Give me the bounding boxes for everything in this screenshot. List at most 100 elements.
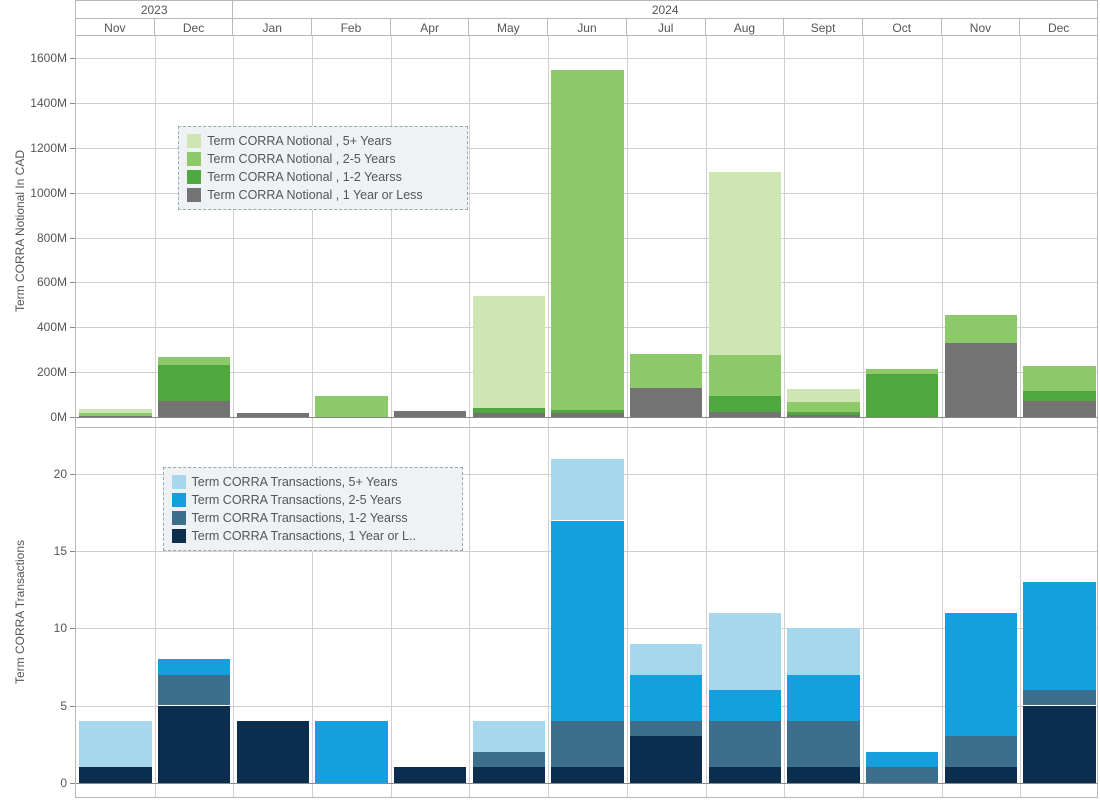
bar-segment (630, 354, 702, 388)
bar-segment (394, 767, 466, 782)
bar-segment (787, 389, 859, 402)
bar-segment (551, 459, 623, 521)
legend-item: Term CORRA Transactions, 1 Year or L.. (172, 527, 454, 545)
legend-label: Term CORRA Transactions, 5+ Years (192, 475, 398, 489)
bar-segment (473, 296, 545, 408)
bar-segment (709, 767, 781, 782)
bar-segment (79, 767, 151, 782)
bar-segment (866, 767, 938, 782)
bar-segment (866, 752, 938, 767)
month-header: May (468, 18, 547, 36)
chart-legend: Term CORRA Transactions, 5+ Years Term CO… (163, 467, 463, 551)
bar-segment (315, 721, 387, 783)
bar-segment (394, 411, 466, 417)
legend-item: Term CORRA Notional , 5+ Years (187, 132, 459, 150)
legend-swatch (187, 170, 201, 184)
bar-segment (158, 401, 230, 417)
bar-segment (158, 365, 230, 401)
bar-segment (709, 613, 781, 690)
bar-segment (787, 767, 859, 782)
month-header: Dec (1019, 18, 1098, 36)
bar-segment (709, 690, 781, 721)
bar-segment (787, 675, 859, 721)
bar-segment (630, 644, 702, 675)
bar-segment (473, 752, 545, 767)
bar-segment (473, 408, 545, 414)
bar-segment (709, 396, 781, 413)
legend-label: Term CORRA Notional , 2-5 Years (207, 152, 395, 166)
bar-segment (630, 675, 702, 721)
y-tick-label: 0 (0, 776, 67, 790)
y-tick-label: 5 (0, 699, 67, 713)
y-tick-label: 1600M (0, 51, 67, 65)
bar-segment (945, 736, 1017, 767)
month-header: Jul (626, 18, 705, 36)
legend-swatch (187, 188, 201, 202)
bar-segment (551, 413, 623, 416)
bar-segment (1023, 706, 1095, 783)
bar-segment (237, 721, 309, 783)
bar-segment (473, 413, 545, 416)
bar-segment (630, 388, 702, 417)
month-header: Dec (154, 18, 233, 36)
bar-segment (945, 315, 1017, 343)
month-header: Feb (311, 18, 390, 36)
bar-segment (158, 659, 230, 674)
legend-label: Term CORRA Transactions, 1 Year or L.. (192, 529, 416, 543)
bar-segment (551, 721, 623, 767)
bar-segment (551, 521, 623, 721)
y-tick-label: 600M (0, 275, 67, 289)
bar-segment (158, 357, 230, 365)
bar-segment (237, 413, 309, 416)
bar-segment (866, 374, 938, 417)
bar-segment (787, 721, 859, 767)
legend-label: Term CORRA Notional , 5+ Years (207, 134, 391, 148)
bar-segment (787, 628, 859, 674)
y-tick-label: 1000M (0, 186, 67, 200)
bar-segment (79, 413, 151, 415)
bar-segment (1023, 582, 1095, 690)
month-header: Oct (862, 18, 941, 36)
bar-segment (630, 721, 702, 736)
y-tick-label: 0M (0, 410, 67, 424)
bar-segment (709, 721, 781, 767)
legend-swatch (172, 475, 186, 489)
bar-segment (787, 415, 859, 417)
bar-segment (630, 736, 702, 782)
bar-segment (79, 416, 151, 417)
bar-segment (787, 402, 859, 412)
chart-legend: Term CORRA Notional , 5+ Years Term CORRA… (178, 126, 468, 210)
stacked-bar-chart: 20232024NovDecJanFebAprMayJunJulAugSeptO… (0, 0, 1100, 800)
bar-segment (79, 409, 151, 413)
bar-segment (158, 675, 230, 706)
month-header: Sept (783, 18, 862, 36)
y-tick-label: 20 (0, 467, 67, 481)
bar-segment (709, 412, 781, 416)
legend-item: Term CORRA Transactions, 1-2 Yearss (172, 509, 454, 527)
y-tick-label: 400M (0, 320, 67, 334)
legend-item: Term CORRA Notional , 1-2 Yearss (187, 168, 459, 186)
bar-segment (866, 369, 938, 375)
bar-segment (473, 721, 545, 752)
chart-panel: Term CORRA Notional , 5+ Years Term CORRA… (75, 36, 1098, 428)
bar-segment (709, 355, 781, 395)
bar-segment (945, 767, 1017, 782)
legend-item: Term CORRA Notional , 2-5 Years (187, 150, 459, 168)
y-tick-label: 10 (0, 621, 67, 635)
month-header: Nov (941, 18, 1020, 36)
legend-swatch (172, 511, 186, 525)
y-tick-label: 1400M (0, 96, 67, 110)
bar-segment (1023, 366, 1095, 391)
year-header: 2023 (75, 0, 232, 18)
month-header: Aug (705, 18, 784, 36)
y-tick-label: 200M (0, 365, 67, 379)
bar-segment (787, 412, 859, 414)
y-tick-label: 1200M (0, 141, 67, 155)
bar-segment (709, 172, 781, 356)
y-axis-title: Term CORRA Notional In CAD (13, 141, 27, 321)
bar-segment (473, 767, 545, 782)
chart-panel: Term CORRA Transactions, 5+ Years Term CO… (75, 428, 1098, 798)
bar-segment (551, 767, 623, 782)
month-header: Nov (75, 18, 154, 36)
legend-item: Term CORRA Transactions, 2-5 Years (172, 491, 454, 509)
